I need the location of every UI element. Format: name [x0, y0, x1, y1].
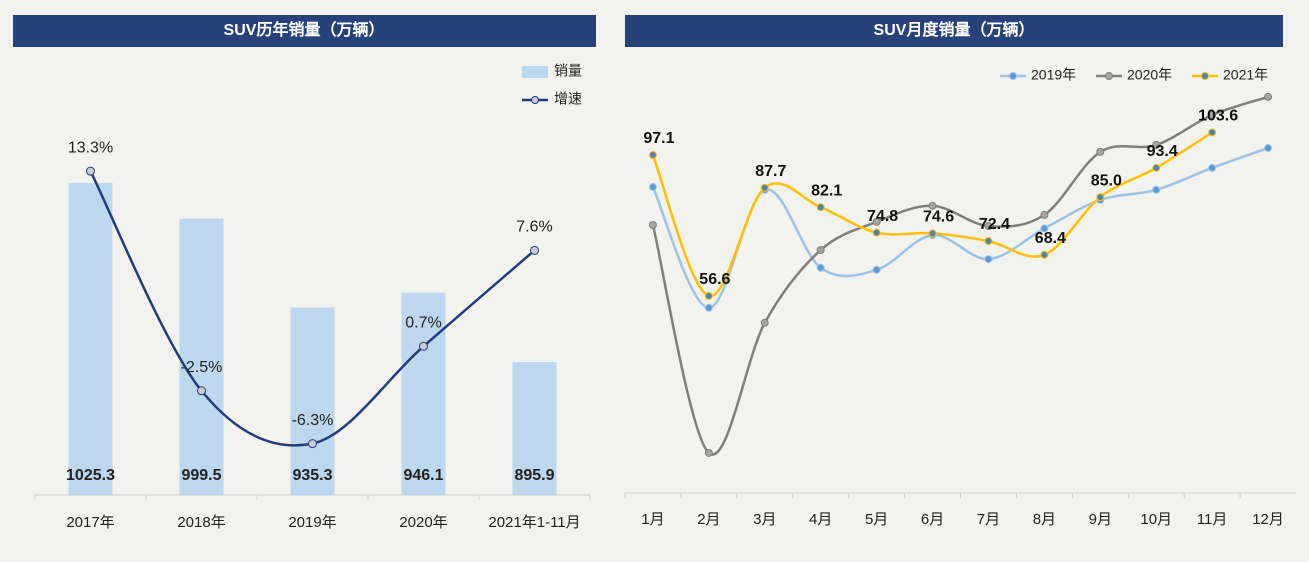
x-tick-label: 2017年	[66, 514, 114, 531]
x-tick-label: 10月	[1140, 511, 1172, 528]
line-marker	[704, 448, 713, 457]
legend-label: 销量	[554, 63, 582, 79]
bar-label: 946.1	[403, 467, 443, 484]
line-marker	[872, 217, 881, 226]
data-label: 85.0	[1091, 172, 1122, 189]
data-label: -6.3%	[292, 412, 334, 429]
legend-label: 2020年	[1127, 67, 1172, 83]
line-marker	[704, 291, 713, 300]
legend-swatch	[1105, 72, 1113, 80]
bar-label: 935.3	[292, 467, 332, 484]
line-marker	[928, 229, 937, 238]
x-tick-label: 5月	[865, 511, 888, 528]
x-tick-label: 9月	[1089, 511, 1112, 528]
line-marker	[872, 228, 881, 237]
bar	[401, 292, 446, 495]
bar-label: 1025.3	[66, 467, 115, 484]
data-label: 13.3%	[68, 139, 113, 156]
x-tick-label: 6月	[921, 511, 944, 528]
line-marker	[530, 245, 539, 255]
line-marker	[1152, 163, 1161, 172]
data-label: 0.7%	[405, 315, 441, 332]
line-marker	[984, 255, 993, 264]
line-marker	[86, 166, 95, 176]
line-marker	[1040, 224, 1049, 233]
data-label: 97.1	[643, 130, 674, 147]
data-label: 74.8	[867, 208, 898, 225]
x-tick-label: 2018年	[177, 514, 225, 531]
data-label: 87.7	[755, 163, 786, 180]
legend-label: 2019年	[1031, 67, 1076, 83]
data-label: -2.5%	[181, 359, 223, 376]
data-label: 93.4	[1147, 143, 1178, 160]
line-marker	[704, 303, 713, 312]
legend-swatch	[522, 66, 548, 78]
line-marker	[1152, 185, 1161, 194]
line-marker	[928, 201, 937, 210]
header-bar	[625, 15, 1283, 47]
line-marker	[1096, 147, 1105, 156]
bar-label: 999.5	[181, 467, 221, 484]
line-marker	[872, 265, 881, 274]
x-tick-label: 7月	[977, 511, 1000, 528]
bar	[512, 362, 557, 495]
data-label: 72.4	[979, 216, 1010, 233]
legend-swatch	[1009, 72, 1017, 80]
line-marker	[1040, 250, 1049, 259]
x-tick-label: 11月	[1197, 511, 1228, 528]
legend-label: 2021年	[1223, 67, 1268, 83]
x-tick-label: 2021年1-11月	[488, 514, 580, 531]
x-tick-label: 2020年	[399, 514, 447, 531]
legend-swatch	[531, 96, 539, 104]
line-marker	[1264, 92, 1273, 101]
line-marker	[984, 222, 993, 231]
x-tick-label: 4月	[809, 511, 832, 528]
line-marker	[1152, 140, 1161, 149]
line-marker	[816, 246, 825, 255]
x-tick-label: 2019年	[288, 514, 336, 531]
line-marker	[1208, 163, 1217, 172]
x-tick-label: 1月	[641, 511, 664, 528]
x-tick-label: 3月	[753, 511, 776, 528]
line-marker	[1264, 144, 1273, 153]
line-marker	[816, 203, 825, 212]
line-marker	[760, 318, 769, 327]
data-label: 82.1	[811, 182, 842, 199]
data-label: 103.6	[1198, 108, 1238, 125]
line	[651, 131, 1213, 298]
bar	[179, 218, 224, 495]
chart-title: SUV历年销量（万辆）	[224, 20, 385, 39]
legend-label: 增速	[554, 91, 582, 107]
line-marker	[1040, 210, 1049, 219]
bar	[68, 182, 113, 496]
x-tick-label: 8月	[1033, 511, 1056, 528]
line-marker	[308, 439, 317, 449]
line-marker	[1096, 193, 1105, 202]
line-marker	[760, 183, 769, 192]
bar	[290, 307, 335, 495]
bar-label: 895.9	[514, 467, 554, 484]
line-marker	[648, 183, 657, 192]
line-marker	[984, 236, 993, 245]
line-marker	[648, 220, 657, 229]
line-marker	[1208, 128, 1217, 137]
line-marker	[1208, 110, 1217, 119]
line-marker	[648, 151, 657, 160]
line-marker	[197, 386, 206, 396]
line-marker	[419, 341, 428, 351]
x-tick-label: 12月	[1252, 511, 1284, 528]
line-marker	[816, 263, 825, 272]
data-label: 7.6%	[516, 219, 552, 236]
x-tick-label: 2月	[697, 511, 720, 528]
chart-title: SUV月度销量（万辆）	[874, 20, 1035, 39]
legend-swatch	[1201, 72, 1209, 80]
data-label: 68.4	[1035, 230, 1066, 247]
data-label: 56.6	[699, 271, 730, 288]
header-bar	[13, 15, 596, 47]
data-label: 74.6	[923, 209, 954, 226]
